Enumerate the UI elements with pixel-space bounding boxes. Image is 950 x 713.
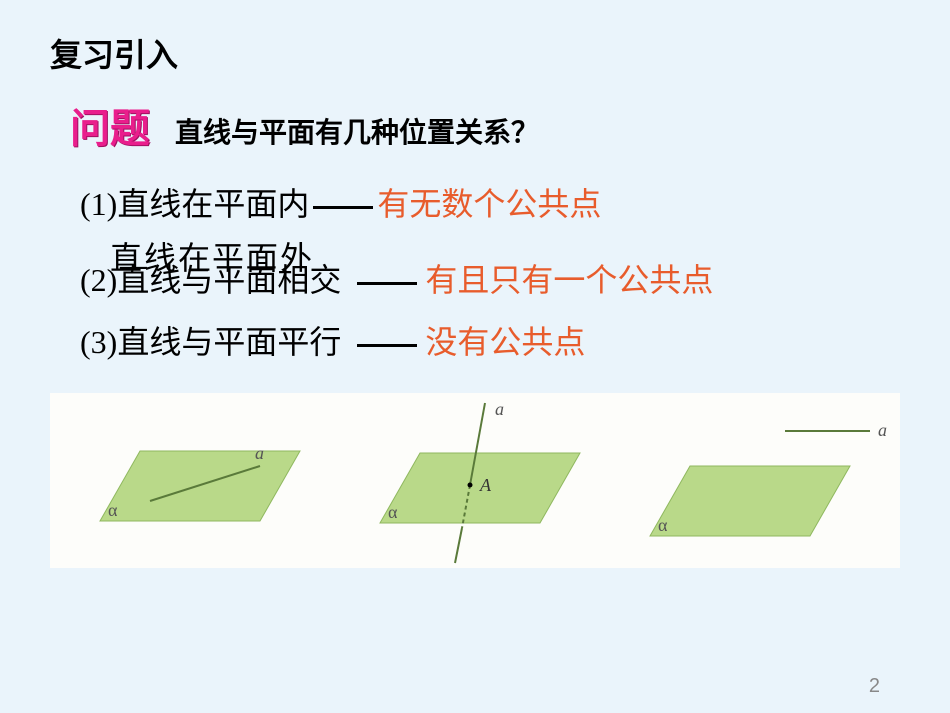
answer-num-3: (3): [80, 324, 117, 360]
answer-result-2: 有且只有一个公共点: [425, 262, 713, 298]
diagram-1: a α: [60, 401, 320, 561]
alpha-label-2: α: [388, 502, 398, 522]
dash-1: [313, 206, 373, 209]
answer-text-2: 直线与平面相交: [117, 262, 341, 298]
overlap-front-text: (2)直线与平面相交 有且只有一个公共点: [80, 255, 713, 301]
answer-text-3: 直线与平面平行: [117, 324, 341, 360]
section-title: 复习引入: [50, 30, 900, 76]
dash-3: [357, 344, 417, 347]
dash-2: [357, 282, 417, 285]
answer-num-2: (2): [80, 262, 117, 298]
answer-result-3: 没有公共点: [425, 324, 585, 360]
plane-3: [650, 466, 850, 536]
answer-item-3: (3)直线与平面平行 没有公共点: [80, 317, 900, 363]
alpha-label-1: α: [108, 500, 118, 520]
line-below: [455, 528, 462, 563]
line-label-1: a: [255, 443, 264, 463]
answer-result-1: 有无数个公共点: [377, 186, 601, 222]
intersection-point: [468, 483, 473, 488]
answer-item-2: 直线在平面外 (2)直线与平面相交 有且只有一个公共点: [80, 247, 900, 295]
diagram-3: a α: [620, 401, 900, 561]
question-row: 问题 直线与平面有几种位置关系？: [70, 96, 900, 154]
answer-list: (1)直线在平面内 有无数个公共点 直线在平面外 (2)直线与平面相交 有且只有一…: [80, 179, 900, 363]
page-number: 2: [869, 675, 880, 698]
diagram-2: a A α: [340, 393, 600, 568]
line-label-2: a: [495, 399, 504, 419]
line-label-3: a: [878, 420, 887, 440]
answer-num-1: (1): [80, 186, 117, 222]
question-text: 直线与平面有几种位置关系？: [175, 111, 539, 151]
question-label: 问题: [70, 96, 150, 154]
answer-item-1: (1)直线在平面内 有无数个公共点: [80, 179, 900, 225]
diagrams-container: a α a A α a α: [50, 393, 900, 568]
point-label: A: [479, 475, 492, 495]
answer-text-1: 直线在平面内: [117, 186, 309, 222]
alpha-label-3: α: [658, 515, 668, 535]
